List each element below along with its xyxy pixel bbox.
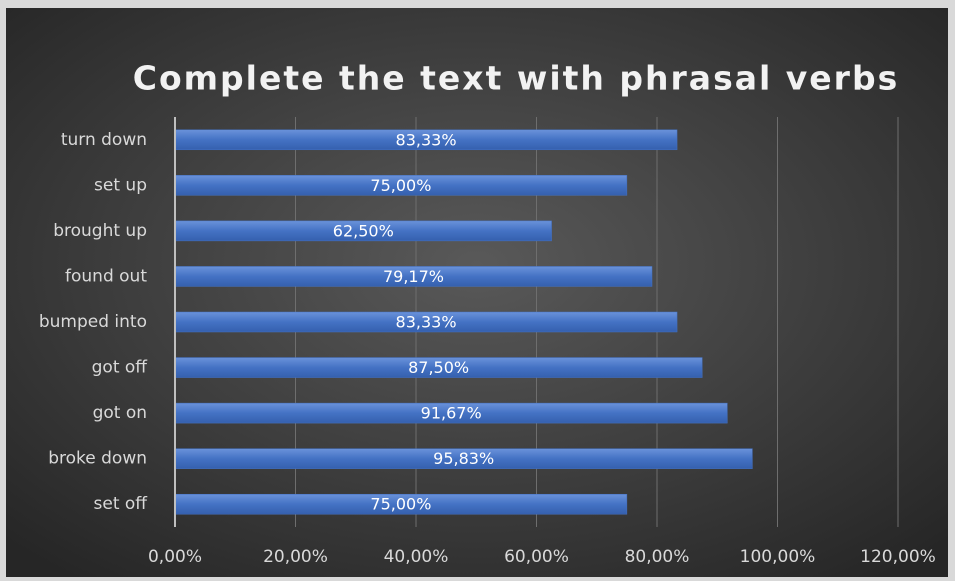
data-label: 87,50% — [408, 358, 469, 377]
x-tick-label: 100,00% — [740, 547, 816, 567]
x-tick-label: 80,00% — [625, 547, 690, 567]
y-tick-label: brought up — [53, 221, 147, 241]
y-tick-label: broke down — [48, 449, 147, 469]
y-tick-label: bumped into — [39, 312, 147, 332]
data-label: 75,00% — [370, 495, 431, 514]
data-label: 91,67% — [421, 404, 482, 423]
x-tick-label: 120,00% — [860, 547, 936, 567]
x-tick-label: 40,00% — [384, 547, 449, 567]
x-tick-label: 0,00% — [148, 547, 202, 567]
data-label: 75,00% — [370, 176, 431, 195]
y-tick-label: turn down — [61, 130, 147, 150]
data-label: 83,33% — [396, 313, 457, 332]
data-label: 95,83% — [433, 449, 494, 468]
x-tick-label: 60,00% — [504, 547, 569, 567]
y-tick-label: set up — [94, 175, 147, 195]
data-label: 62,50% — [333, 221, 394, 240]
chart-title: Complete the text with phrasal verbs — [133, 59, 899, 98]
y-tick-label: found out — [65, 266, 147, 286]
x-tick-label: 20,00% — [263, 547, 328, 567]
y-tick-label: got on — [93, 403, 147, 423]
data-label: 83,33% — [396, 130, 457, 149]
chart-area — [6, 8, 948, 577]
y-tick-label: got off — [92, 358, 149, 378]
data-label: 79,17% — [383, 267, 444, 286]
y-tick-label: set off — [94, 494, 149, 514]
